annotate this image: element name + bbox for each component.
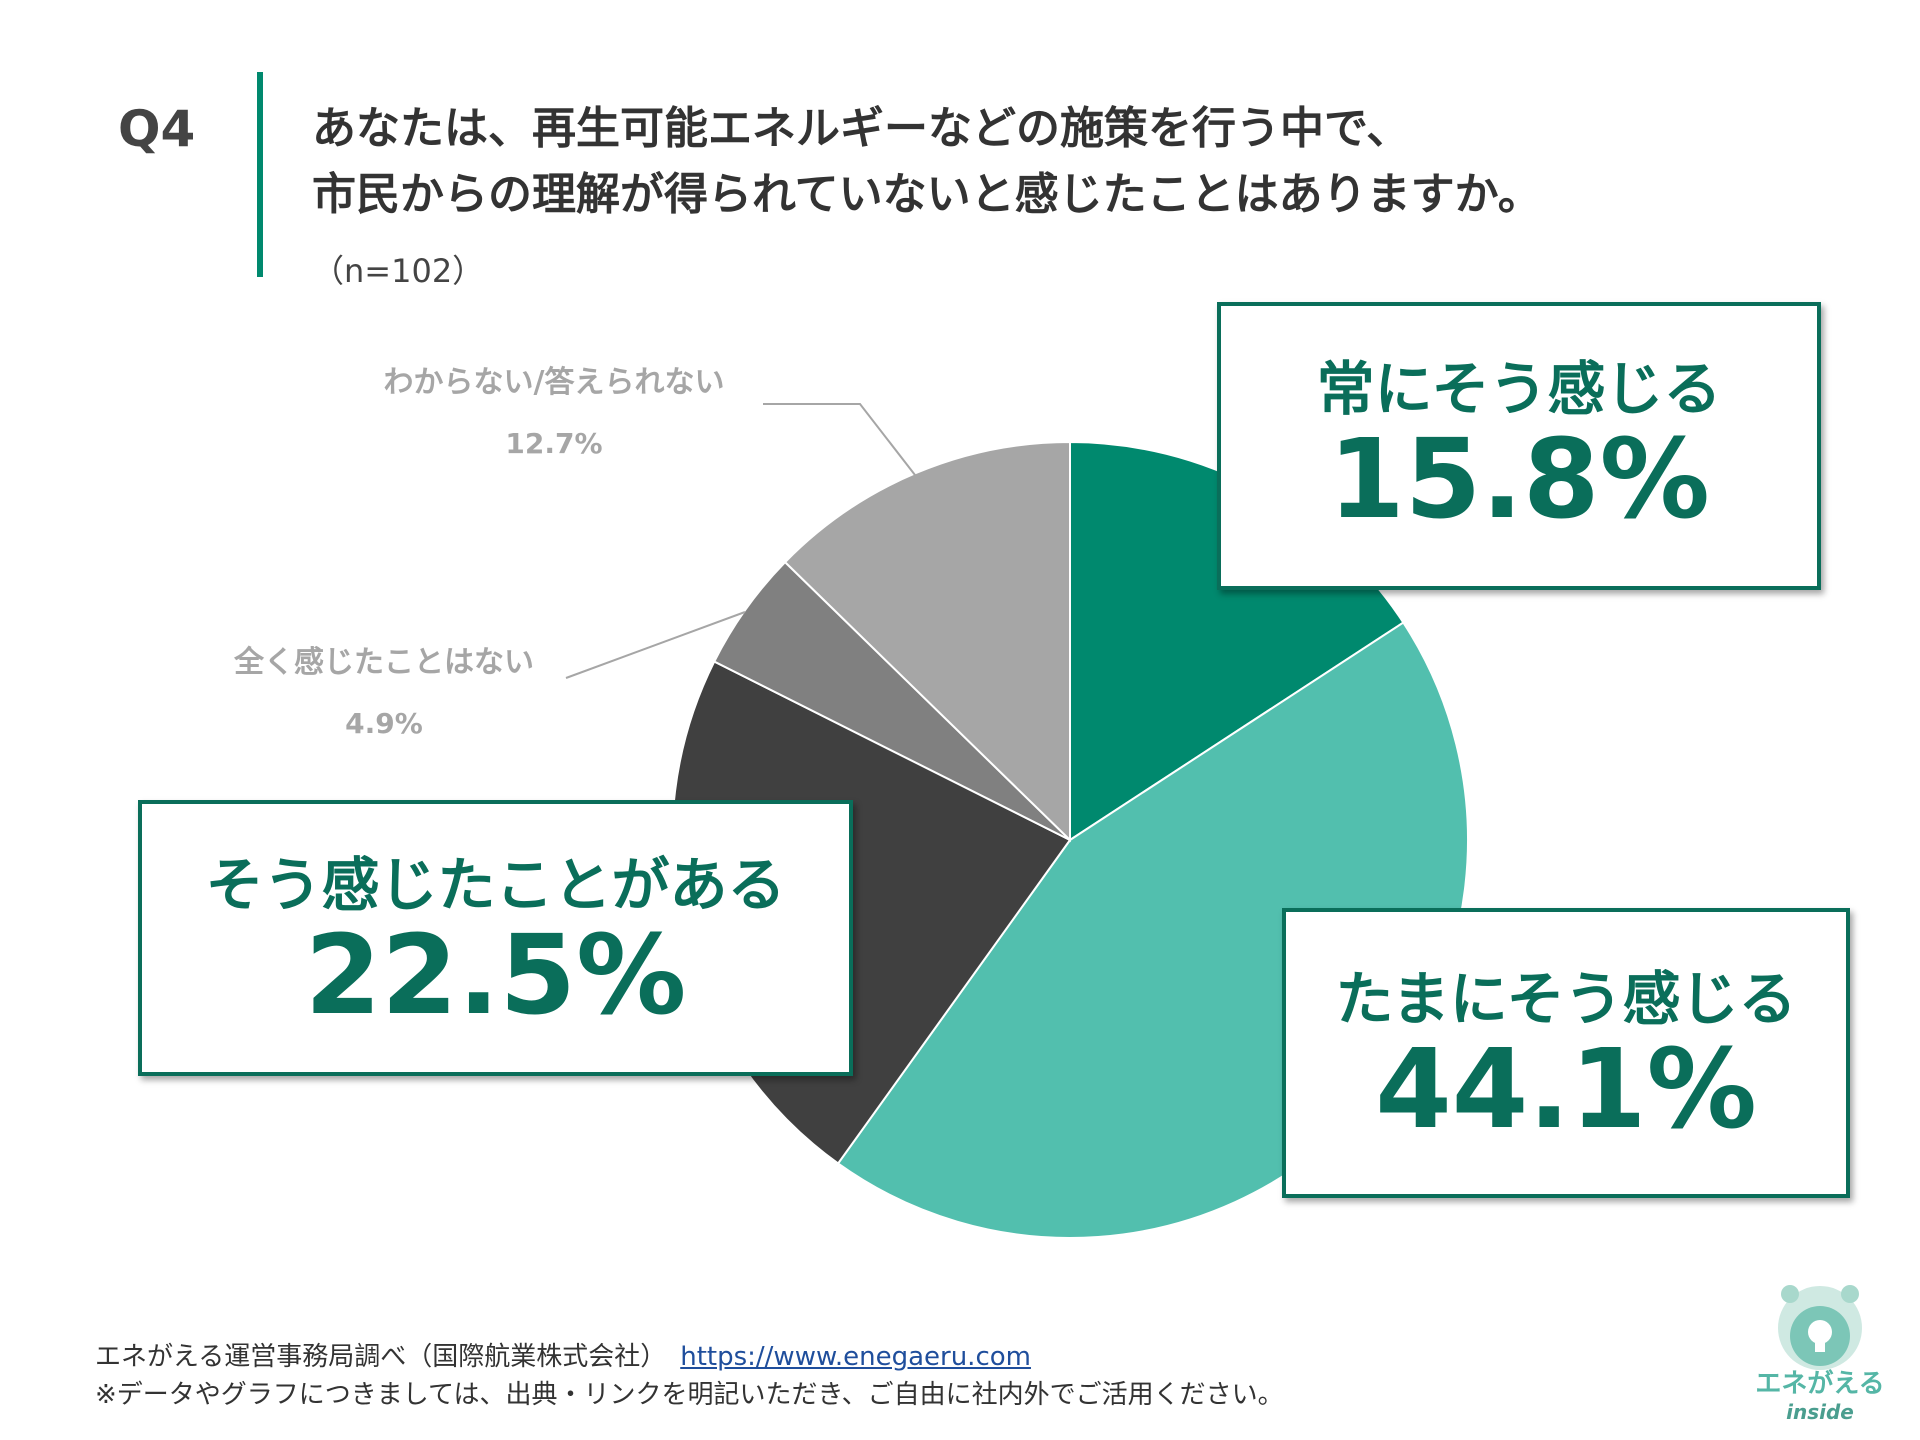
pie-slice-dontknow xyxy=(783,440,1071,843)
usage-note: ※データやグラフにつきましては、出典・リンクを明記いただき、ご自由に社内外でご活… xyxy=(95,1380,1284,1410)
question-title: あなたは、再生可能エネルギーなどの施策を行う中で、 市民からの理解が得られていな… xyxy=(312,96,1542,228)
slice-label-sometimes: たまにそう感じる 44.1% xyxy=(1282,908,1850,1198)
logo-subtitle: inside xyxy=(1786,1400,1854,1424)
logo-title: エネがえる xyxy=(1755,1369,1885,1399)
slice-value-sometimes: 44.1% xyxy=(1375,1025,1757,1153)
sample-size: （n=102） xyxy=(312,252,485,290)
slice-name-dontknow: わからない/答えられない xyxy=(383,365,725,400)
source-link[interactable]: https://www.enegaeru.com xyxy=(680,1342,1031,1372)
slice-value-never: 4.9% xyxy=(345,707,423,740)
pie-slices xyxy=(671,440,1470,1240)
leader-line-dontknow xyxy=(763,403,916,476)
slice-value-dontknow: 12.7% xyxy=(505,427,603,460)
source-text: エネがえる運営事務局調べ（国際航業株式会社） xyxy=(95,1342,667,1372)
logo-text: エネがえる inside xyxy=(1745,1370,1895,1426)
slice-label-never: 全く感じたことはない 4.9% xyxy=(204,637,564,740)
slice-name-sometimes: たまにそう感じる xyxy=(1335,965,1797,1033)
slice-value-once: 22.5% xyxy=(304,911,687,1039)
leader-line-never xyxy=(565,611,746,679)
question-number: Q4 xyxy=(118,100,196,158)
slice-label-once: そう感じたことがある 22.5% xyxy=(138,800,853,1076)
frog-lightbulb-logo-icon xyxy=(1778,1285,1862,1370)
slice-name-once: そう感じたことがある xyxy=(205,851,786,919)
slice-label-always: 常にそう感じる 15.8% xyxy=(1217,302,1821,590)
header-divider xyxy=(257,72,263,277)
question-line-2: 市民からの理解が得られていないと感じたことはありますか。 xyxy=(312,169,1542,220)
slice-name-always: 常にそう感じる xyxy=(1316,355,1722,423)
slice-name-never: 全く感じたことはない xyxy=(234,645,534,680)
source-line: エネがえる運営事務局調べ（国際航業株式会社） https://www.enegae… xyxy=(95,1338,1284,1376)
footer: エネがえる運営事務局調べ（国際航業株式会社） https://www.enegae… xyxy=(95,1338,1284,1414)
slice-label-dontknow: わからない/答えられない 12.7% xyxy=(345,357,763,460)
slice-value-always: 15.8% xyxy=(1328,415,1710,543)
question-line-1: あなたは、再生可能エネルギーなどの施策を行う中で、 xyxy=(312,103,1411,154)
